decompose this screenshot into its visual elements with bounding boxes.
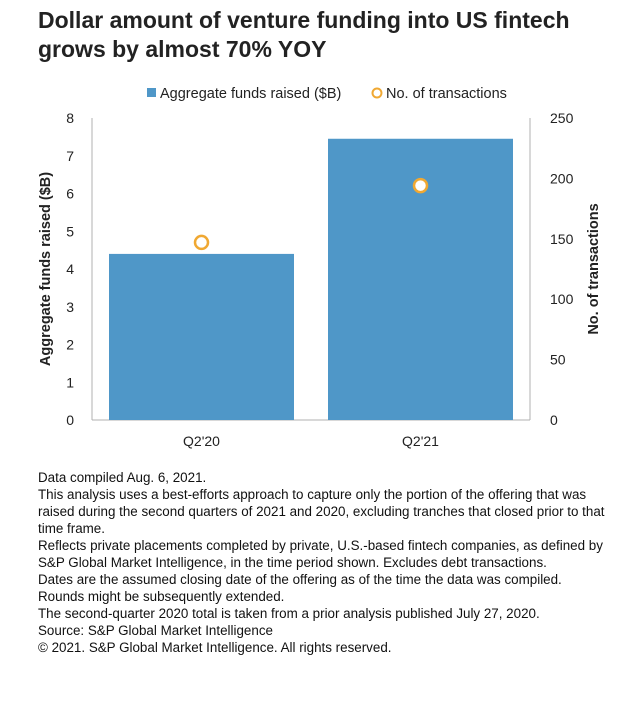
left-tick-label: 5	[66, 223, 74, 239]
legend: Aggregate funds raised ($B) No. of transa…	[147, 86, 507, 102]
footnotes: Data compiled Aug. 6, 2021. This analysi…	[38, 469, 608, 656]
bar	[109, 253, 294, 420]
right-tick-label: 100	[550, 291, 574, 307]
chart-title-line-1: Dollar amount of venture funding into US…	[38, 7, 570, 33]
left-tick-label: 1	[66, 374, 74, 390]
left-tick-label: 7	[66, 148, 74, 164]
left-tick-label: 6	[66, 186, 74, 202]
left-axis-title: Aggregate funds raised ($B)	[38, 172, 54, 366]
transaction-marker	[412, 177, 429, 194]
x-tick-label: Q2'21	[402, 433, 439, 449]
right-axis-title: No. of transactions	[586, 203, 602, 334]
right-tick-label: 0	[550, 412, 558, 428]
footnote-copyright: © 2021. S&P Global Market Intelligence. …	[38, 640, 392, 655]
legend-label-marker: No. of transactions	[386, 86, 507, 102]
legend-swatch-bar	[147, 88, 156, 97]
right-tick-label: 150	[550, 231, 574, 247]
right-tick-label: 200	[550, 170, 574, 186]
left-tick-label: 2	[66, 337, 74, 353]
footnote-prior-analysis: The second-quarter 2020 total is taken f…	[38, 606, 540, 621]
footnote-source: Source: S&P Global Market Intelligence	[38, 623, 273, 638]
footnote-dates: Dates are the assumed closing date of th…	[38, 572, 562, 604]
footnote-methodology: This analysis uses a best-efforts approa…	[38, 487, 605, 536]
combo-chart: Aggregate funds raised ($B) No. of transa…	[38, 86, 602, 449]
legend-swatch-marker	[371, 87, 383, 99]
right-tick-label: 50	[550, 352, 566, 368]
left-tick-label: 0	[66, 412, 74, 428]
legend-label-bar: Aggregate funds raised ($B)	[160, 86, 341, 102]
plot-area: 0 1 2 3 4 5 6 7 8 0 50 100 150 200 250 Aggregate funds …	[38, 110, 602, 449]
left-tick-label: 3	[66, 299, 74, 315]
x-tick-label: Q2'20	[183, 433, 220, 449]
transaction-marker	[193, 234, 210, 251]
left-tick-label: 4	[66, 261, 74, 277]
left-tick-label: 8	[66, 110, 74, 126]
chart-title: Dollar amount of venture funding into US…	[38, 6, 608, 64]
footnote-compiled: Data compiled Aug. 6, 2021.	[38, 470, 207, 485]
chart-title-line-2: grows by almost 70% YOY	[38, 36, 327, 62]
right-tick-label: 250	[550, 110, 574, 126]
footnote-scope: Reflects private placements completed by…	[38, 538, 603, 570]
